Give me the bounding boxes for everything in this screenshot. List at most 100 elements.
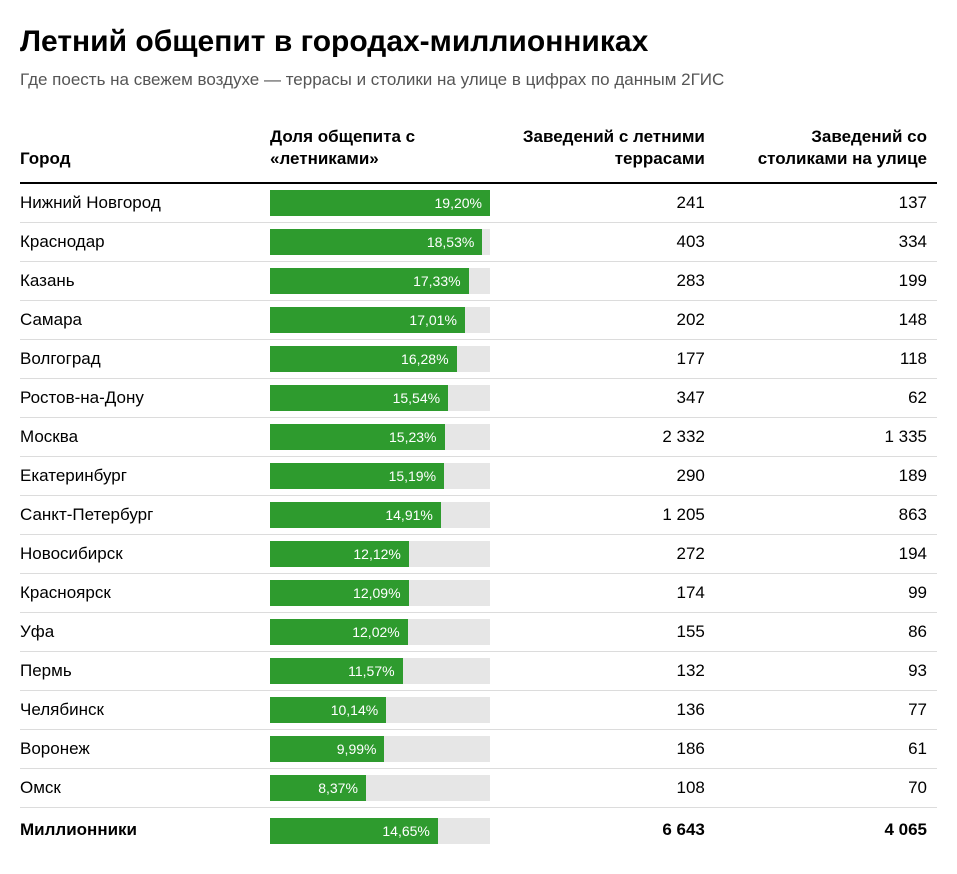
cell-outdoor: 86 (715, 613, 937, 652)
cell-outdoor: 189 (715, 457, 937, 496)
table-row: Екатеринбург 15,19% 290189 (20, 457, 937, 496)
bar-track: 8,37% (270, 775, 490, 801)
bar-track: 12,02% (270, 619, 490, 645)
cell-outdoor: 199 (715, 262, 937, 301)
header-terraces: Заведений с летними террасами (500, 118, 715, 183)
cell-outdoor: 77 (715, 691, 937, 730)
cell-city: Санкт-Петербург (20, 496, 260, 535)
cell-outdoor: 4 065 (715, 808, 937, 851)
cell-share-bar: 17,01% (260, 301, 500, 340)
cell-share-bar: 15,19% (260, 457, 500, 496)
table-row: Краснодар 18,53% 403334 (20, 223, 937, 262)
cell-terraces: 202 (500, 301, 715, 340)
bar-track: 10,14% (270, 697, 490, 723)
cell-city: Ростов-на-Дону (20, 379, 260, 418)
cell-terraces: 174 (500, 574, 715, 613)
table-row: Ростов-на-Дону15,54%34762 (20, 379, 937, 418)
cell-terraces: 136 (500, 691, 715, 730)
page-title: Летний общепит в городах-миллионниках (20, 24, 937, 60)
bar-label: 12,09% (353, 585, 400, 602)
cell-city: Екатеринбург (20, 457, 260, 496)
bar-label: 8,37% (318, 780, 358, 797)
cell-city: Самара (20, 301, 260, 340)
bar-fill: 12,09% (270, 580, 409, 606)
bar-label: 14,65% (382, 823, 429, 840)
cell-city: Воронеж (20, 730, 260, 769)
bar-fill: 12,12% (270, 541, 409, 567)
cell-city: Нижний Новгород (20, 183, 260, 223)
cell-outdoor: 334 (715, 223, 937, 262)
total-row: Миллионники 14,65% 6 6434 065 (20, 808, 937, 851)
cell-outdoor: 863 (715, 496, 937, 535)
cell-terraces: 283 (500, 262, 715, 301)
cell-city: Новосибирск (20, 535, 260, 574)
cell-outdoor: 1 335 (715, 418, 937, 457)
page-subtitle: Где поесть на свежем воздухе — террасы и… (20, 70, 937, 90)
data-table: Город Доля общепита с «летниками» Заведе… (20, 118, 937, 850)
bar-track: 9,99% (270, 736, 490, 762)
bar-track: 14,65% (270, 818, 490, 844)
bar-track: 12,09% (270, 580, 490, 606)
cell-city: Красноярск (20, 574, 260, 613)
bar-track: 17,33% (270, 268, 490, 294)
table-row: Новосибирск12,12%272194 (20, 535, 937, 574)
table-row: Омск8,37%10870 (20, 769, 937, 808)
bar-track: 11,57% (270, 658, 490, 684)
cell-share-bar: 17,33% (260, 262, 500, 301)
bar-label: 9,99% (337, 741, 377, 758)
cell-outdoor: 137 (715, 183, 937, 223)
cell-city: Миллионники (20, 808, 260, 851)
bar-fill: 16,28% (270, 346, 457, 372)
cell-share-bar: 8,37% (260, 769, 500, 808)
cell-share-bar: 11,57% (260, 652, 500, 691)
cell-share-bar: 14,91% (260, 496, 500, 535)
bar-track: 15,19% (270, 463, 490, 489)
cell-share-bar: 12,12% (260, 535, 500, 574)
bar-label: 17,01% (409, 312, 456, 329)
bar-label: 10,14% (331, 702, 378, 719)
cell-outdoor: 118 (715, 340, 937, 379)
cell-share-bar: 19,20% (260, 183, 500, 223)
bar-label: 16,28% (401, 351, 448, 368)
cell-city: Челябинск (20, 691, 260, 730)
header-share: Доля общепита с «летниками» (260, 118, 500, 183)
bar-fill: 9,99% (270, 736, 384, 762)
bar-label: 19,20% (435, 195, 482, 212)
cell-terraces: 155 (500, 613, 715, 652)
bar-fill: 15,54% (270, 385, 448, 411)
bar-label: 17,33% (413, 273, 460, 290)
table-row: Красноярск12,09%17499 (20, 574, 937, 613)
cell-outdoor: 61 (715, 730, 937, 769)
bar-track: 15,23% (270, 424, 490, 450)
bar-label: 12,02% (352, 624, 399, 641)
bar-track: 17,01% (270, 307, 490, 333)
bar-fill: 12,02% (270, 619, 408, 645)
bar-track: 16,28% (270, 346, 490, 372)
bar-label: 14,91% (385, 507, 432, 524)
cell-terraces: 403 (500, 223, 715, 262)
table-row: Москва15,23%2 3321 335 (20, 418, 937, 457)
cell-outdoor: 148 (715, 301, 937, 340)
cell-city: Казань (20, 262, 260, 301)
bar-track: 12,12% (270, 541, 490, 567)
table-row: Воронеж9,99%18661 (20, 730, 937, 769)
bar-label: 11,57% (348, 663, 394, 680)
bar-fill: 8,37% (270, 775, 366, 801)
cell-share-bar: 12,09% (260, 574, 500, 613)
cell-city: Омск (20, 769, 260, 808)
bar-track: 18,53% (270, 229, 490, 255)
cell-share-bar: 15,54% (260, 379, 500, 418)
bar-track: 19,20% (270, 190, 490, 216)
cell-share-bar: 9,99% (260, 730, 500, 769)
bar-track: 14,91% (270, 502, 490, 528)
cell-city: Краснодар (20, 223, 260, 262)
cell-terraces: 290 (500, 457, 715, 496)
bar-track: 15,54% (270, 385, 490, 411)
cell-terraces: 241 (500, 183, 715, 223)
table-row: Казань 17,33% 283199 (20, 262, 937, 301)
cell-terraces: 6 643 (500, 808, 715, 851)
bar-label: 18,53% (427, 234, 474, 251)
header-outdoor: Заведений со столиками на улице (715, 118, 937, 183)
bar-fill: 17,01% (270, 307, 465, 333)
table-row: Нижний Новгород 19,20% 241137 (20, 183, 937, 223)
